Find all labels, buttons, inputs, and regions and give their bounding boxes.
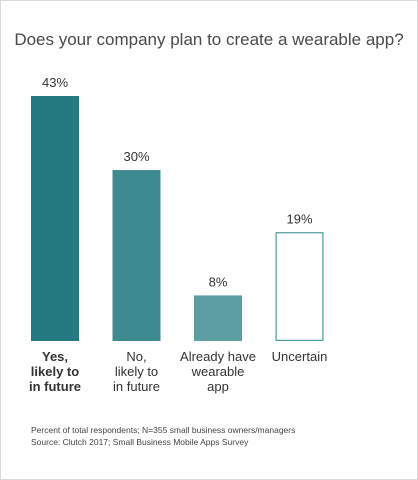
- footnote-respondents: Percent of total respondents; N=355 smal…: [31, 425, 296, 435]
- value-label-0: 43%: [42, 75, 68, 90]
- bar-1: [112, 170, 161, 341]
- category-label-2-line-0: Already have: [180, 349, 256, 364]
- category-label-0-line-2: in future: [29, 379, 81, 394]
- bar-2: [194, 295, 242, 341]
- value-label-3: 19%: [286, 212, 312, 227]
- value-label-2: 8%: [209, 274, 228, 289]
- category-label-0-line-1: likely to: [31, 364, 79, 379]
- footnote-source: Source: Clutch 2017; Small Business Mobi…: [31, 437, 249, 447]
- bar-0: [31, 96, 79, 341]
- category-label-1-line-1: likely to: [115, 364, 158, 379]
- category-label-0-line-0: Yes,: [42, 349, 68, 364]
- category-label-3-line-0: Uncertain: [272, 349, 328, 364]
- chart-title: Does your company plan to create a weara…: [14, 30, 404, 49]
- category-label-1-line-0: No,: [126, 349, 146, 364]
- value-label-1: 30%: [123, 149, 149, 164]
- category-label-2-line-2: app: [207, 379, 229, 394]
- category-label-1-line-2: in future: [113, 379, 160, 394]
- category-label-2-line-1: wearable: [191, 364, 245, 379]
- bar-3: [275, 232, 324, 342]
